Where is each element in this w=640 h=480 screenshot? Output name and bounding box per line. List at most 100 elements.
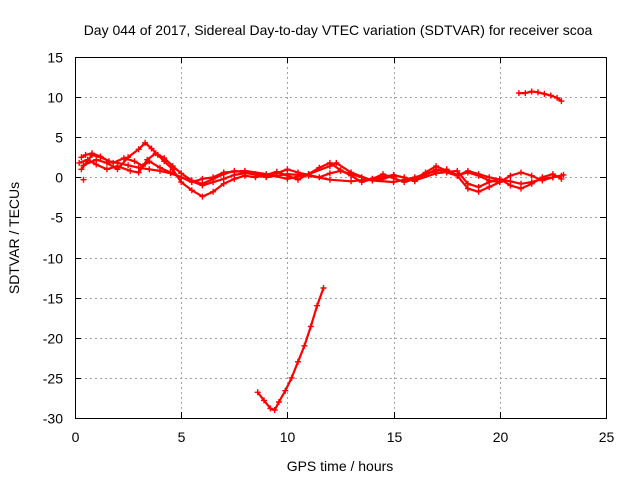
series-line bbox=[80, 153, 565, 193]
data-point bbox=[275, 399, 282, 405]
x-axis-label: GPS time / hours bbox=[287, 458, 394, 474]
x-tick-label: 25 bbox=[599, 429, 615, 445]
data-point bbox=[518, 169, 524, 176]
series-line bbox=[82, 141, 501, 198]
data-point bbox=[271, 407, 278, 413]
data-point bbox=[443, 166, 450, 173]
data-point bbox=[528, 88, 535, 95]
data-point bbox=[288, 374, 295, 381]
data-point bbox=[507, 182, 514, 189]
data-point bbox=[348, 178, 355, 185]
data-point bbox=[78, 166, 85, 173]
data-point bbox=[178, 174, 185, 181]
data-point bbox=[486, 184, 493, 190]
data-point bbox=[167, 169, 174, 176]
data-point bbox=[507, 172, 514, 179]
data-point bbox=[140, 163, 146, 170]
data-point bbox=[515, 90, 522, 97]
data-point bbox=[284, 175, 291, 182]
data-point bbox=[120, 155, 127, 162]
data-point bbox=[475, 172, 482, 179]
data-point bbox=[161, 155, 168, 162]
data-point bbox=[254, 389, 261, 396]
series-track-f bbox=[254, 285, 327, 413]
data-point bbox=[464, 169, 471, 176]
data-point bbox=[464, 185, 471, 192]
data-point bbox=[188, 179, 195, 186]
data-point bbox=[390, 171, 397, 178]
data-point bbox=[305, 171, 312, 178]
y-tick-label: -5 bbox=[51, 210, 64, 226]
data-point bbox=[93, 161, 100, 168]
data-point bbox=[127, 167, 134, 174]
data-point bbox=[125, 162, 132, 169]
data-point bbox=[326, 163, 333, 170]
data-point bbox=[554, 94, 561, 101]
data-point bbox=[241, 167, 248, 174]
data-point bbox=[314, 302, 321, 309]
data-point bbox=[80, 176, 87, 183]
data-point bbox=[528, 180, 535, 187]
chart-title: Day 044 of 2017, Sidereal Day-to-day VTE… bbox=[84, 22, 593, 38]
y-tick-label: 15 bbox=[47, 50, 63, 66]
data-point bbox=[326, 170, 333, 177]
data-point bbox=[535, 89, 541, 96]
data-point bbox=[199, 193, 206, 200]
x-tick-label: 5 bbox=[178, 429, 186, 445]
y-tick-label: -15 bbox=[43, 291, 63, 307]
data-point bbox=[210, 188, 217, 195]
x-tick-label: 10 bbox=[280, 429, 296, 445]
data-point bbox=[369, 177, 376, 184]
data-point bbox=[558, 98, 565, 105]
data-point bbox=[110, 159, 117, 166]
y-tick-label: 0 bbox=[55, 170, 63, 186]
data-point bbox=[522, 90, 529, 97]
y-tick-label: -10 bbox=[43, 251, 63, 267]
series-track-d bbox=[78, 151, 567, 195]
series-line bbox=[256, 286, 325, 412]
data-point bbox=[131, 158, 138, 165]
data-point bbox=[518, 185, 524, 192]
y-tick-label: 5 bbox=[55, 130, 63, 146]
series-track-e bbox=[515, 88, 565, 105]
data-point bbox=[263, 171, 270, 178]
plot-frame bbox=[75, 57, 607, 419]
data-point bbox=[337, 167, 344, 174]
data-point bbox=[148, 145, 155, 152]
data-point bbox=[157, 164, 163, 171]
data-point bbox=[295, 358, 301, 365]
data-point bbox=[142, 139, 149, 146]
data-point bbox=[135, 146, 142, 153]
data-point bbox=[295, 176, 301, 183]
data-point bbox=[76, 159, 83, 166]
data-point bbox=[210, 174, 217, 181]
data-point bbox=[169, 163, 176, 170]
data-point bbox=[152, 150, 159, 157]
data-point bbox=[326, 176, 333, 183]
data-point bbox=[114, 163, 121, 170]
data-point bbox=[188, 187, 195, 194]
x-tick-label: 20 bbox=[493, 429, 509, 445]
data-point bbox=[282, 387, 289, 394]
data-point bbox=[97, 154, 104, 161]
data-point bbox=[82, 151, 89, 158]
x-tick-label: 15 bbox=[387, 429, 403, 445]
y-axis-label: SDTVAR / TECUs bbox=[6, 182, 22, 294]
data-point bbox=[547, 92, 554, 99]
data-point bbox=[541, 90, 548, 97]
y-tick-label: -20 bbox=[43, 331, 63, 347]
data-point bbox=[433, 167, 440, 174]
data-point bbox=[273, 168, 280, 175]
data-point bbox=[475, 188, 482, 195]
data-point bbox=[267, 405, 274, 412]
data-point bbox=[301, 342, 308, 349]
data-point bbox=[320, 285, 327, 291]
data-point bbox=[261, 397, 267, 404]
data-point bbox=[135, 169, 142, 176]
data-point bbox=[333, 159, 340, 166]
y-tick-label: -25 bbox=[43, 371, 63, 387]
y-tick-label: -30 bbox=[43, 411, 63, 427]
data-point bbox=[307, 323, 314, 330]
y-tick-label: 10 bbox=[47, 90, 63, 106]
data-point bbox=[199, 175, 206, 182]
